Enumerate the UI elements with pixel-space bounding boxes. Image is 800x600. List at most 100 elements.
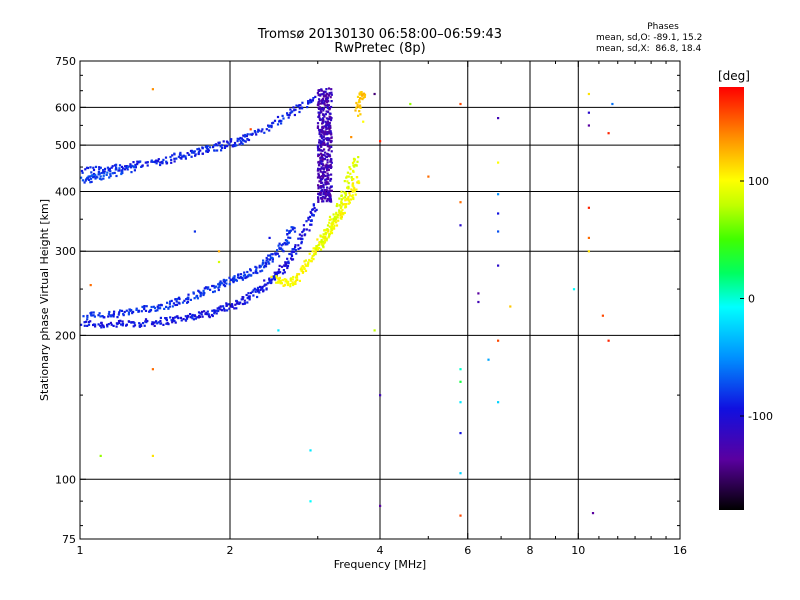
trace-point	[132, 325, 135, 328]
trace-point	[282, 117, 285, 120]
trace-point	[286, 233, 289, 236]
trace-point	[359, 91, 362, 94]
column-point	[322, 107, 326, 110]
trace-point	[243, 139, 246, 143]
trace-point	[258, 291, 261, 294]
column-point	[324, 192, 327, 195]
trace-point	[347, 202, 350, 205]
column-point	[318, 115, 321, 118]
trace-point	[224, 145, 227, 148]
column-point	[329, 139, 333, 143]
trace-point	[325, 237, 328, 240]
trace-point	[307, 102, 310, 105]
trace-point	[150, 159, 153, 162]
column-point	[324, 120, 327, 123]
scatter-point	[477, 300, 480, 304]
column-point	[318, 117, 321, 120]
trace-point	[313, 207, 316, 210]
trace-point	[171, 154, 174, 157]
column-point	[326, 198, 329, 201]
trace-point	[286, 241, 289, 244]
trace-point	[145, 305, 148, 308]
trace-point	[165, 305, 168, 308]
trace-point	[214, 285, 217, 288]
column-point	[321, 117, 325, 120]
trace-point	[151, 321, 154, 324]
trace-point	[146, 319, 149, 323]
trace-point	[293, 247, 296, 251]
trace-point	[156, 159, 159, 162]
column-point	[320, 111, 323, 114]
scatter-point	[459, 472, 462, 475]
column-point	[326, 174, 329, 178]
trace-point	[83, 321, 86, 324]
column-point	[318, 193, 321, 196]
trace-point	[107, 315, 110, 318]
trace-point	[328, 218, 331, 221]
column-point	[316, 103, 319, 107]
trace-point	[327, 236, 330, 239]
trace-point	[194, 314, 197, 318]
trace-point	[289, 285, 292, 288]
column-point	[328, 92, 331, 95]
trace-point	[102, 177, 105, 180]
scatter-point	[309, 500, 312, 503]
trace-point	[261, 269, 264, 272]
trace-point	[311, 99, 314, 102]
trace-point	[348, 194, 351, 197]
column-point	[326, 145, 329, 148]
trace-point	[336, 216, 339, 219]
trace-point	[286, 283, 290, 287]
trace-point	[289, 229, 292, 232]
trace-point	[230, 303, 234, 306]
trace-point	[121, 167, 125, 170]
scatter-point	[217, 260, 221, 264]
trace-point	[149, 310, 152, 313]
column-point	[330, 100, 333, 103]
trace-point	[309, 210, 312, 214]
trace-point	[356, 103, 359, 106]
trace-point	[190, 151, 194, 154]
trace-point	[106, 325, 109, 328]
trace-point	[354, 193, 357, 196]
trace-point	[345, 203, 348, 206]
column-point	[328, 187, 331, 190]
column-point	[318, 180, 321, 183]
trace-point	[259, 265, 263, 268]
column-point	[324, 130, 327, 133]
trace-point	[213, 286, 216, 289]
trace-point	[89, 181, 92, 184]
trace-point	[209, 146, 212, 149]
trace-point	[143, 308, 146, 311]
trace-point	[315, 245, 318, 248]
trace-point	[328, 221, 331, 224]
trace-point	[103, 172, 106, 175]
trace-point	[247, 274, 250, 277]
trace-point	[357, 156, 360, 159]
trace-point	[172, 317, 175, 320]
column-point	[324, 98, 327, 101]
trace-point	[328, 233, 331, 236]
column-point	[318, 139, 321, 142]
trace-point	[175, 157, 178, 160]
trace-point	[129, 309, 132, 312]
trace-point	[265, 259, 268, 262]
column-point	[317, 111, 320, 114]
trace-point	[299, 246, 302, 250]
trace-point	[192, 291, 195, 294]
trace-point	[213, 309, 216, 312]
trace-point	[355, 101, 358, 105]
trace-point	[340, 205, 343, 208]
trace-point	[218, 141, 221, 144]
column-point	[322, 190, 325, 193]
trace-point	[99, 166, 102, 169]
column-point	[328, 107, 331, 110]
trace-point	[332, 217, 335, 221]
trace-point	[276, 115, 280, 119]
trace-point	[312, 254, 315, 257]
column-point	[322, 139, 325, 142]
column-point	[319, 191, 322, 194]
trace-point	[256, 295, 259, 299]
trace-point	[335, 213, 338, 216]
y-tick-label: 400	[55, 185, 76, 198]
